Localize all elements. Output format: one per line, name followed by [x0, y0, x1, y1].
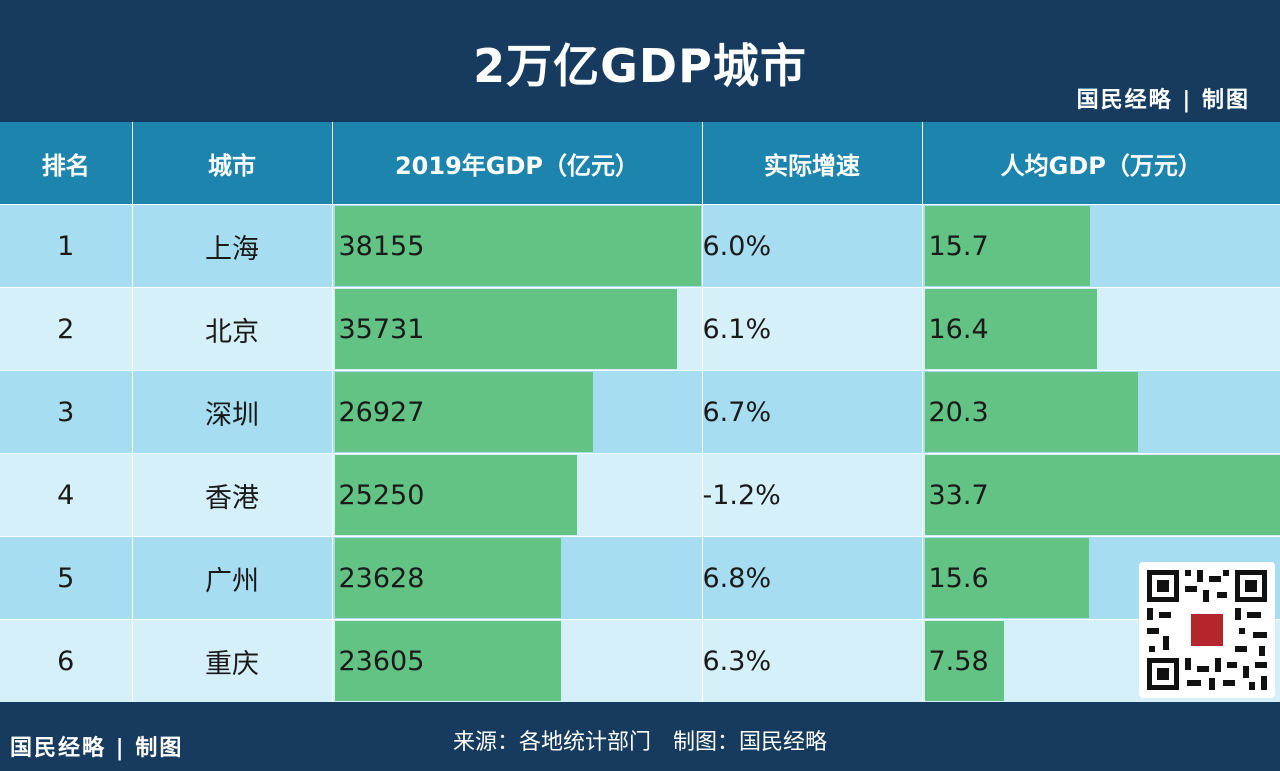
table-row: 1 上海 38155 6.0% 15.7: [0, 204, 1280, 288]
city-cell: 深圳: [132, 370, 333, 454]
table-row: 6 重庆 23605 6.3% 7.58: [0, 619, 1280, 702]
gdp-cell: 23628: [332, 536, 703, 620]
gdp-value: 23605: [338, 645, 425, 677]
gdp-bar: [334, 455, 577, 535]
per-capita-bar: [924, 621, 1005, 701]
gdp-cell: 25250: [332, 453, 703, 537]
per-capita-value: 33.7: [928, 479, 989, 511]
growth-cell: 6.1%: [702, 287, 923, 371]
table-header-row: 排名 城市 2019年GDP（亿元） 实际增速 人均GDP（万元）: [0, 122, 1280, 205]
header-gdp: 2019年GDP（亿元）: [332, 122, 703, 205]
table-row: 4 香港 25250 -1.2% 33.7: [0, 453, 1280, 537]
rank-cell: 6: [0, 619, 133, 702]
growth-cell: 6.7%: [702, 370, 923, 454]
per-capita-cell: 16.4: [922, 287, 1280, 371]
per-capita-bar: [924, 372, 1139, 452]
rank-cell: 2: [0, 287, 133, 371]
footer-source: 来源：各地统计部门 制图：国民经略: [452, 730, 827, 755]
gdp-value: 38155: [338, 230, 425, 262]
gdp-bar: [334, 289, 678, 369]
footer-brand: 国民经略 | 制图: [10, 735, 184, 761]
header-growth: 实际增速: [702, 122, 923, 205]
gdp-cell: 23605: [332, 619, 703, 702]
qr-code-icon: [1139, 562, 1275, 698]
per-capita-bar: [924, 206, 1090, 286]
rank-cell: 1: [0, 204, 133, 288]
city-cell: 广州: [132, 536, 333, 620]
city-cell: 香港: [132, 453, 333, 537]
gdp-bar: [334, 372, 593, 452]
table-row: 5 广州 23628 6.8% 15.6: [0, 536, 1280, 620]
growth-cell: 6.0%: [702, 204, 923, 288]
per-capita-value: 15.7: [928, 230, 989, 262]
page-title: 2万亿GDP城市: [473, 39, 807, 93]
gdp-bar: [334, 206, 701, 286]
city-cell: 重庆: [132, 619, 333, 702]
table-body: 1 上海 38155 6.0% 15.7 2 北京 35731 6.1% 16.4 3 深圳 26927…: [0, 204, 1280, 702]
title-banner: 2万亿GDP城市 国民经略 | 制图: [0, 0, 1280, 122]
per-capita-value: 20.3: [928, 396, 989, 428]
qr-code-graphic: [1147, 570, 1267, 690]
gdp-table: 排名 城市 2019年GDP（亿元） 实际增速 人均GDP（万元） 1 上海 381…: [0, 122, 1280, 702]
header-city: 城市: [132, 122, 333, 205]
brand-label: 国民经略 | 制图: [1076, 87, 1250, 113]
growth-cell: 6.8%: [702, 536, 923, 620]
header-rank: 排名: [0, 122, 133, 205]
per-capita-cell: 33.7: [922, 453, 1280, 537]
gdp-value: 23628: [338, 562, 425, 594]
table-row: 3 深圳 26927 6.7% 20.3: [0, 370, 1280, 454]
gdp-bar: [334, 538, 562, 618]
per-capita-cell: 20.3: [922, 370, 1280, 454]
per-capita-bar: [924, 455, 1280, 535]
growth-cell: 6.3%: [702, 619, 923, 702]
per-capita-value: 16.4: [928, 313, 989, 345]
per-capita-value: 15.6: [928, 562, 989, 594]
gdp-cell: 38155: [332, 204, 703, 288]
growth-cell: -1.2%: [702, 453, 923, 537]
table-row: 2 北京 35731 6.1% 16.4: [0, 287, 1280, 371]
rank-cell: 4: [0, 453, 133, 537]
gdp-cell: 35731: [332, 287, 703, 371]
city-cell: 北京: [132, 287, 333, 371]
gdp-cell: 26927: [332, 370, 703, 454]
rank-cell: 5: [0, 536, 133, 620]
per-capita-cell: 15.7: [922, 204, 1280, 288]
gdp-value: 35731: [338, 313, 425, 345]
per-capita-value: 7.58: [928, 645, 989, 677]
header-per-capita: 人均GDP（万元）: [922, 122, 1280, 205]
per-capita-bar: [924, 289, 1098, 369]
rank-cell: 3: [0, 370, 133, 454]
gdp-value: 25250: [338, 479, 425, 511]
per-capita-bar: [924, 538, 1089, 618]
city-cell: 上海: [132, 204, 333, 288]
gdp-value: 26927: [338, 396, 425, 428]
gdp-bar: [334, 621, 561, 701]
